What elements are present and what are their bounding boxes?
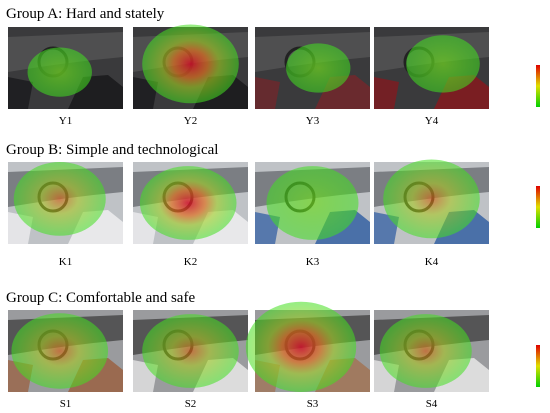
panel-label: K1 <box>59 256 72 268</box>
heat-blob <box>13 162 106 236</box>
heatmap-panel <box>374 27 489 109</box>
heat-blob <box>142 24 239 104</box>
panel-label: Y2 <box>184 115 197 127</box>
heat-blob <box>379 314 472 388</box>
panel-label: Y4 <box>425 115 439 127</box>
door-panel <box>255 77 280 109</box>
heatmap-panel <box>133 162 248 244</box>
door-panel <box>8 77 33 109</box>
heat-blob <box>286 43 351 93</box>
heatmap-panel <box>8 310 123 392</box>
door-panel <box>374 77 399 109</box>
heat-blob <box>383 159 480 239</box>
group-title: Group C: Comfortable and safe <box>6 290 195 306</box>
color-legend <box>536 65 540 107</box>
color-legend <box>536 186 540 228</box>
heatmap-panel <box>245 301 370 392</box>
group-title: Group A: Hard and stately <box>6 6 165 22</box>
panel-label: K4 <box>425 256 439 268</box>
panel-label: S1 <box>60 398 72 410</box>
heatmap-panel <box>374 159 489 244</box>
heat-blob <box>266 166 359 240</box>
heat-blob <box>27 47 92 97</box>
panel-label: Y3 <box>306 115 320 127</box>
heatmap-panel <box>8 162 123 244</box>
heat-blob <box>406 35 480 93</box>
heat-blob <box>11 313 109 389</box>
panel-label: K3 <box>306 256 320 268</box>
heat-blob <box>142 314 239 388</box>
group-title: Group B: Simple and technological <box>6 142 218 158</box>
color-legend <box>536 345 540 387</box>
heatmap-panel <box>133 310 248 392</box>
panel-label: K2 <box>184 256 197 268</box>
heatmap-panel <box>374 310 489 392</box>
heatmap-panel <box>8 27 123 109</box>
panel-label: S3 <box>307 398 319 410</box>
panel-label: Y1 <box>59 115 72 127</box>
heat-blob <box>139 166 237 240</box>
panel-label: S4 <box>426 398 438 410</box>
heat-blob <box>245 301 357 392</box>
heatmap-panel <box>255 162 370 244</box>
heatmap-panel <box>255 27 370 109</box>
panel-label: S2 <box>185 398 197 410</box>
heatmap-panel <box>133 24 248 109</box>
